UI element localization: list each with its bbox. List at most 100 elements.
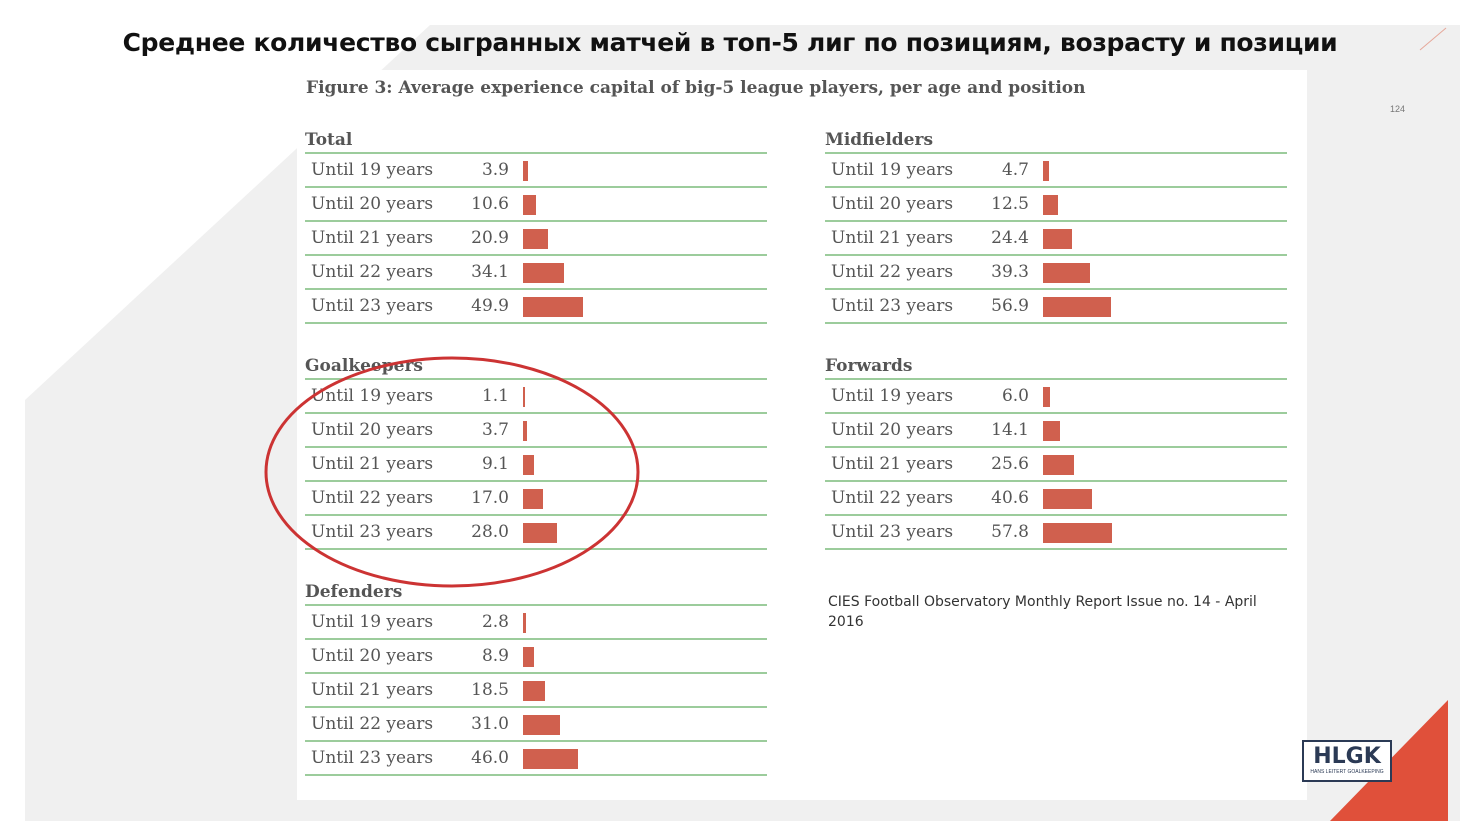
chart-row: Until 23 years 56.9 [825, 290, 1287, 324]
bar [1043, 161, 1049, 181]
bar [1043, 455, 1074, 475]
bar [523, 263, 564, 283]
bar [523, 523, 557, 543]
category-label: Until 22 years [311, 262, 434, 282]
category-label: Until 19 years [311, 386, 434, 406]
value-label: 10.6 [471, 194, 509, 214]
chart-row: Until 23 years 46.0 [305, 742, 767, 776]
panel-title: Forwards [825, 354, 1287, 380]
page-number: 124 [1390, 104, 1406, 114]
value-label: 56.9 [991, 296, 1029, 316]
value-label: 40.6 [991, 488, 1029, 508]
bar [523, 489, 544, 509]
chart-row: Until 21 years 25.6 [825, 448, 1287, 482]
value-label: 25.6 [991, 454, 1029, 474]
chart-panel-total: Total Until 19 years 3.9 Until 20 years 10.6… [305, 128, 767, 324]
category-label: Until 19 years [311, 612, 434, 632]
category-label: Until 22 years [831, 488, 954, 508]
category-label: Until 21 years [831, 228, 954, 248]
chart-row: Until 19 years 1.1 [305, 380, 767, 414]
bar [523, 297, 583, 317]
value-label: 28.0 [471, 522, 509, 542]
value-label: 9.1 [481, 454, 509, 474]
bar [523, 749, 579, 769]
value-label: 3.9 [481, 160, 509, 180]
category-label: Until 20 years [311, 194, 434, 214]
value-label: 20.9 [471, 228, 509, 248]
logo-text: HLGK [1313, 744, 1381, 769]
chart-row: Until 21 years 20.9 [305, 222, 767, 256]
chart-row: Until 20 years 8.9 [305, 640, 767, 674]
bar [523, 421, 528, 441]
value-label: 46.0 [471, 748, 509, 768]
value-label: 1.1 [481, 386, 509, 406]
category-label: Until 22 years [311, 714, 434, 734]
logo-subtext: HANS LEITERT GOALKEEPING [1310, 769, 1384, 775]
category-label: Until 21 years [311, 680, 434, 700]
bar [523, 455, 534, 475]
category-label: Until 20 years [311, 646, 434, 666]
bar [523, 229, 549, 249]
value-label: 14.1 [991, 420, 1029, 440]
chart-row: Until 19 years 3.9 [305, 154, 767, 188]
bar [1043, 421, 1060, 441]
value-label: 57.8 [991, 522, 1029, 542]
bar [1043, 229, 1073, 249]
bar [523, 195, 536, 215]
bar [523, 715, 561, 735]
bar [1043, 195, 1058, 215]
chart-row: Until 23 years 28.0 [305, 516, 767, 550]
panel-title: Total [305, 128, 767, 154]
chart-row: Until 21 years 18.5 [305, 674, 767, 708]
source-note: CIES Football Observatory Monthly Report… [828, 594, 1257, 630]
bar [1043, 387, 1051, 407]
chart-row: Until 22 years 40.6 [825, 482, 1287, 516]
value-label: 6.0 [1001, 386, 1029, 406]
category-label: Until 22 years [311, 488, 434, 508]
value-label: 4.7 [1001, 160, 1029, 180]
category-label: Until 22 years [831, 262, 954, 282]
category-label: Until 23 years [311, 296, 434, 316]
chart-panel-goalkeepers: Goalkeepers Until 19 years 1.1 Until 20 yea… [305, 354, 767, 550]
panel-title: Goalkeepers [305, 354, 767, 380]
category-label: Until 23 years [311, 748, 434, 768]
category-label: Until 20 years [311, 420, 434, 440]
bar [523, 161, 528, 181]
chart-row: Until 20 years 14.1 [825, 414, 1287, 448]
chart-row: Until 22 years 31.0 [305, 708, 767, 742]
bar [1043, 489, 1092, 509]
chart-row: Until 19 years 6.0 [825, 380, 1287, 414]
bar [523, 387, 525, 407]
chart-row: Until 21 years 9.1 [305, 448, 767, 482]
value-label: 2.8 [481, 612, 509, 632]
chart-row: Until 22 years 39.3 [825, 256, 1287, 290]
chart-row: Until 22 years 17.0 [305, 482, 767, 516]
chart-row: Until 22 years 34.1 [305, 256, 767, 290]
value-label: 18.5 [471, 680, 509, 700]
value-label: 3.7 [481, 420, 509, 440]
bar [523, 647, 534, 667]
value-label: 17.0 [471, 488, 509, 508]
category-label: Until 20 years [831, 420, 954, 440]
hlgk-logo: HLGK HANS LEITERT GOALKEEPING [1302, 740, 1392, 782]
chart-row: Until 23 years 49.9 [305, 290, 767, 324]
chart-row: Until 19 years 4.7 [825, 154, 1287, 188]
chart-panel-defenders: Defenders Until 19 years 2.8 Until 20 years… [305, 580, 767, 776]
value-label: 24.4 [991, 228, 1029, 248]
value-label: 31.0 [471, 714, 509, 734]
value-label: 49.9 [471, 296, 509, 316]
bar [523, 613, 527, 633]
category-label: Until 21 years [311, 454, 434, 474]
category-label: Until 23 years [831, 296, 954, 316]
bar [523, 681, 546, 701]
bar [1043, 263, 1091, 283]
bar [1043, 297, 1112, 317]
chart-row: Until 20 years 10.6 [305, 188, 767, 222]
chart-row: Until 23 years 57.8 [825, 516, 1287, 550]
chart-row: Until 19 years 2.8 [305, 606, 767, 640]
category-label: Until 21 years [311, 228, 434, 248]
chart-row: Until 20 years 12.5 [825, 188, 1287, 222]
bar [1043, 523, 1113, 543]
panel-title: Defenders [305, 580, 767, 606]
value-label: 8.9 [481, 646, 509, 666]
